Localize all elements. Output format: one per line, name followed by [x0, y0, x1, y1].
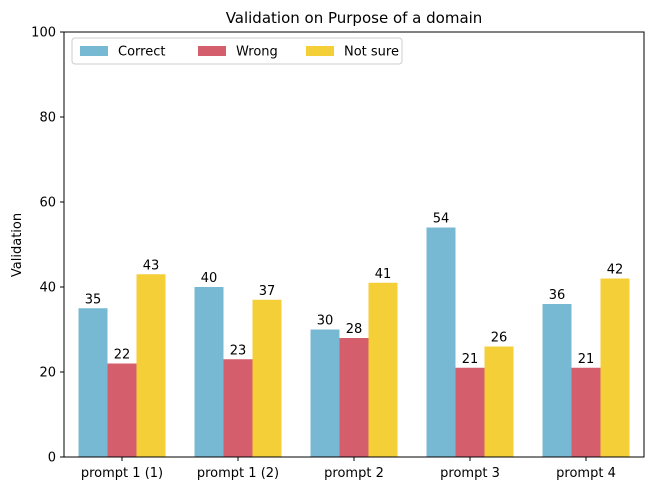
legend-swatch [80, 46, 108, 56]
bar-wrong [339, 338, 369, 457]
legend-swatch [198, 46, 226, 56]
data-label: 42 [607, 263, 624, 278]
y-tick-label: 0 [48, 451, 56, 466]
data-label: 41 [375, 267, 392, 282]
y-axis-label: Validation [10, 213, 25, 277]
data-label: 40 [201, 271, 218, 286]
bar-not-sure [600, 278, 630, 457]
bar-not-sure [252, 299, 282, 457]
bar-correct [194, 287, 224, 457]
x-tick-label: prompt 4 [556, 466, 616, 481]
legend-label: Correct [118, 45, 165, 60]
legend-label: Not sure [344, 45, 399, 60]
chart-title: Validation on Purpose of a domain [226, 9, 483, 27]
bar-correct [310, 329, 340, 457]
data-label: 21 [578, 352, 595, 367]
bar-wrong [571, 367, 601, 457]
y-tick-label: 40 [39, 281, 56, 296]
bar-wrong [107, 363, 137, 457]
bar-correct [426, 227, 456, 457]
data-label: 26 [491, 331, 508, 346]
legend-label: Wrong [236, 45, 278, 60]
bar-correct [542, 304, 572, 457]
bar-not-sure [136, 274, 166, 457]
data-label: 35 [85, 292, 102, 307]
y-tick-label: 80 [39, 111, 56, 126]
data-label: 36 [549, 288, 566, 303]
y-tick-label: 100 [31, 26, 56, 41]
data-label: 23 [230, 343, 247, 358]
data-label: 30 [317, 314, 334, 329]
data-label: 54 [433, 212, 450, 227]
bar-correct [78, 308, 108, 457]
data-label: 43 [143, 258, 160, 273]
bar-wrong [223, 359, 253, 457]
y-tick-label: 20 [39, 366, 56, 381]
data-label: 22 [114, 348, 131, 363]
data-label: 37 [259, 284, 276, 299]
plot-area: 35 40 30 54 36 22 23 28 21 21 43 37 41 26 42 0 20 40 60 80 1… [31, 26, 645, 481]
data-label: 21 [462, 352, 479, 367]
bar-not-sure [484, 346, 514, 457]
legend: Correct Wrong Not sure [71, 37, 403, 65]
x-tick-label: prompt 1 (1) [81, 466, 163, 481]
x-tick-label: prompt 3 [440, 466, 500, 481]
bar-wrong [455, 367, 485, 457]
legend-swatch [306, 46, 334, 56]
data-label: 28 [346, 322, 363, 337]
x-tick-label: prompt 2 [324, 466, 384, 481]
y-tick-label: 60 [39, 196, 56, 211]
bar-not-sure [368, 282, 398, 457]
x-tick-label: prompt 1 (2) [197, 466, 279, 481]
legend-frame [71, 37, 403, 65]
